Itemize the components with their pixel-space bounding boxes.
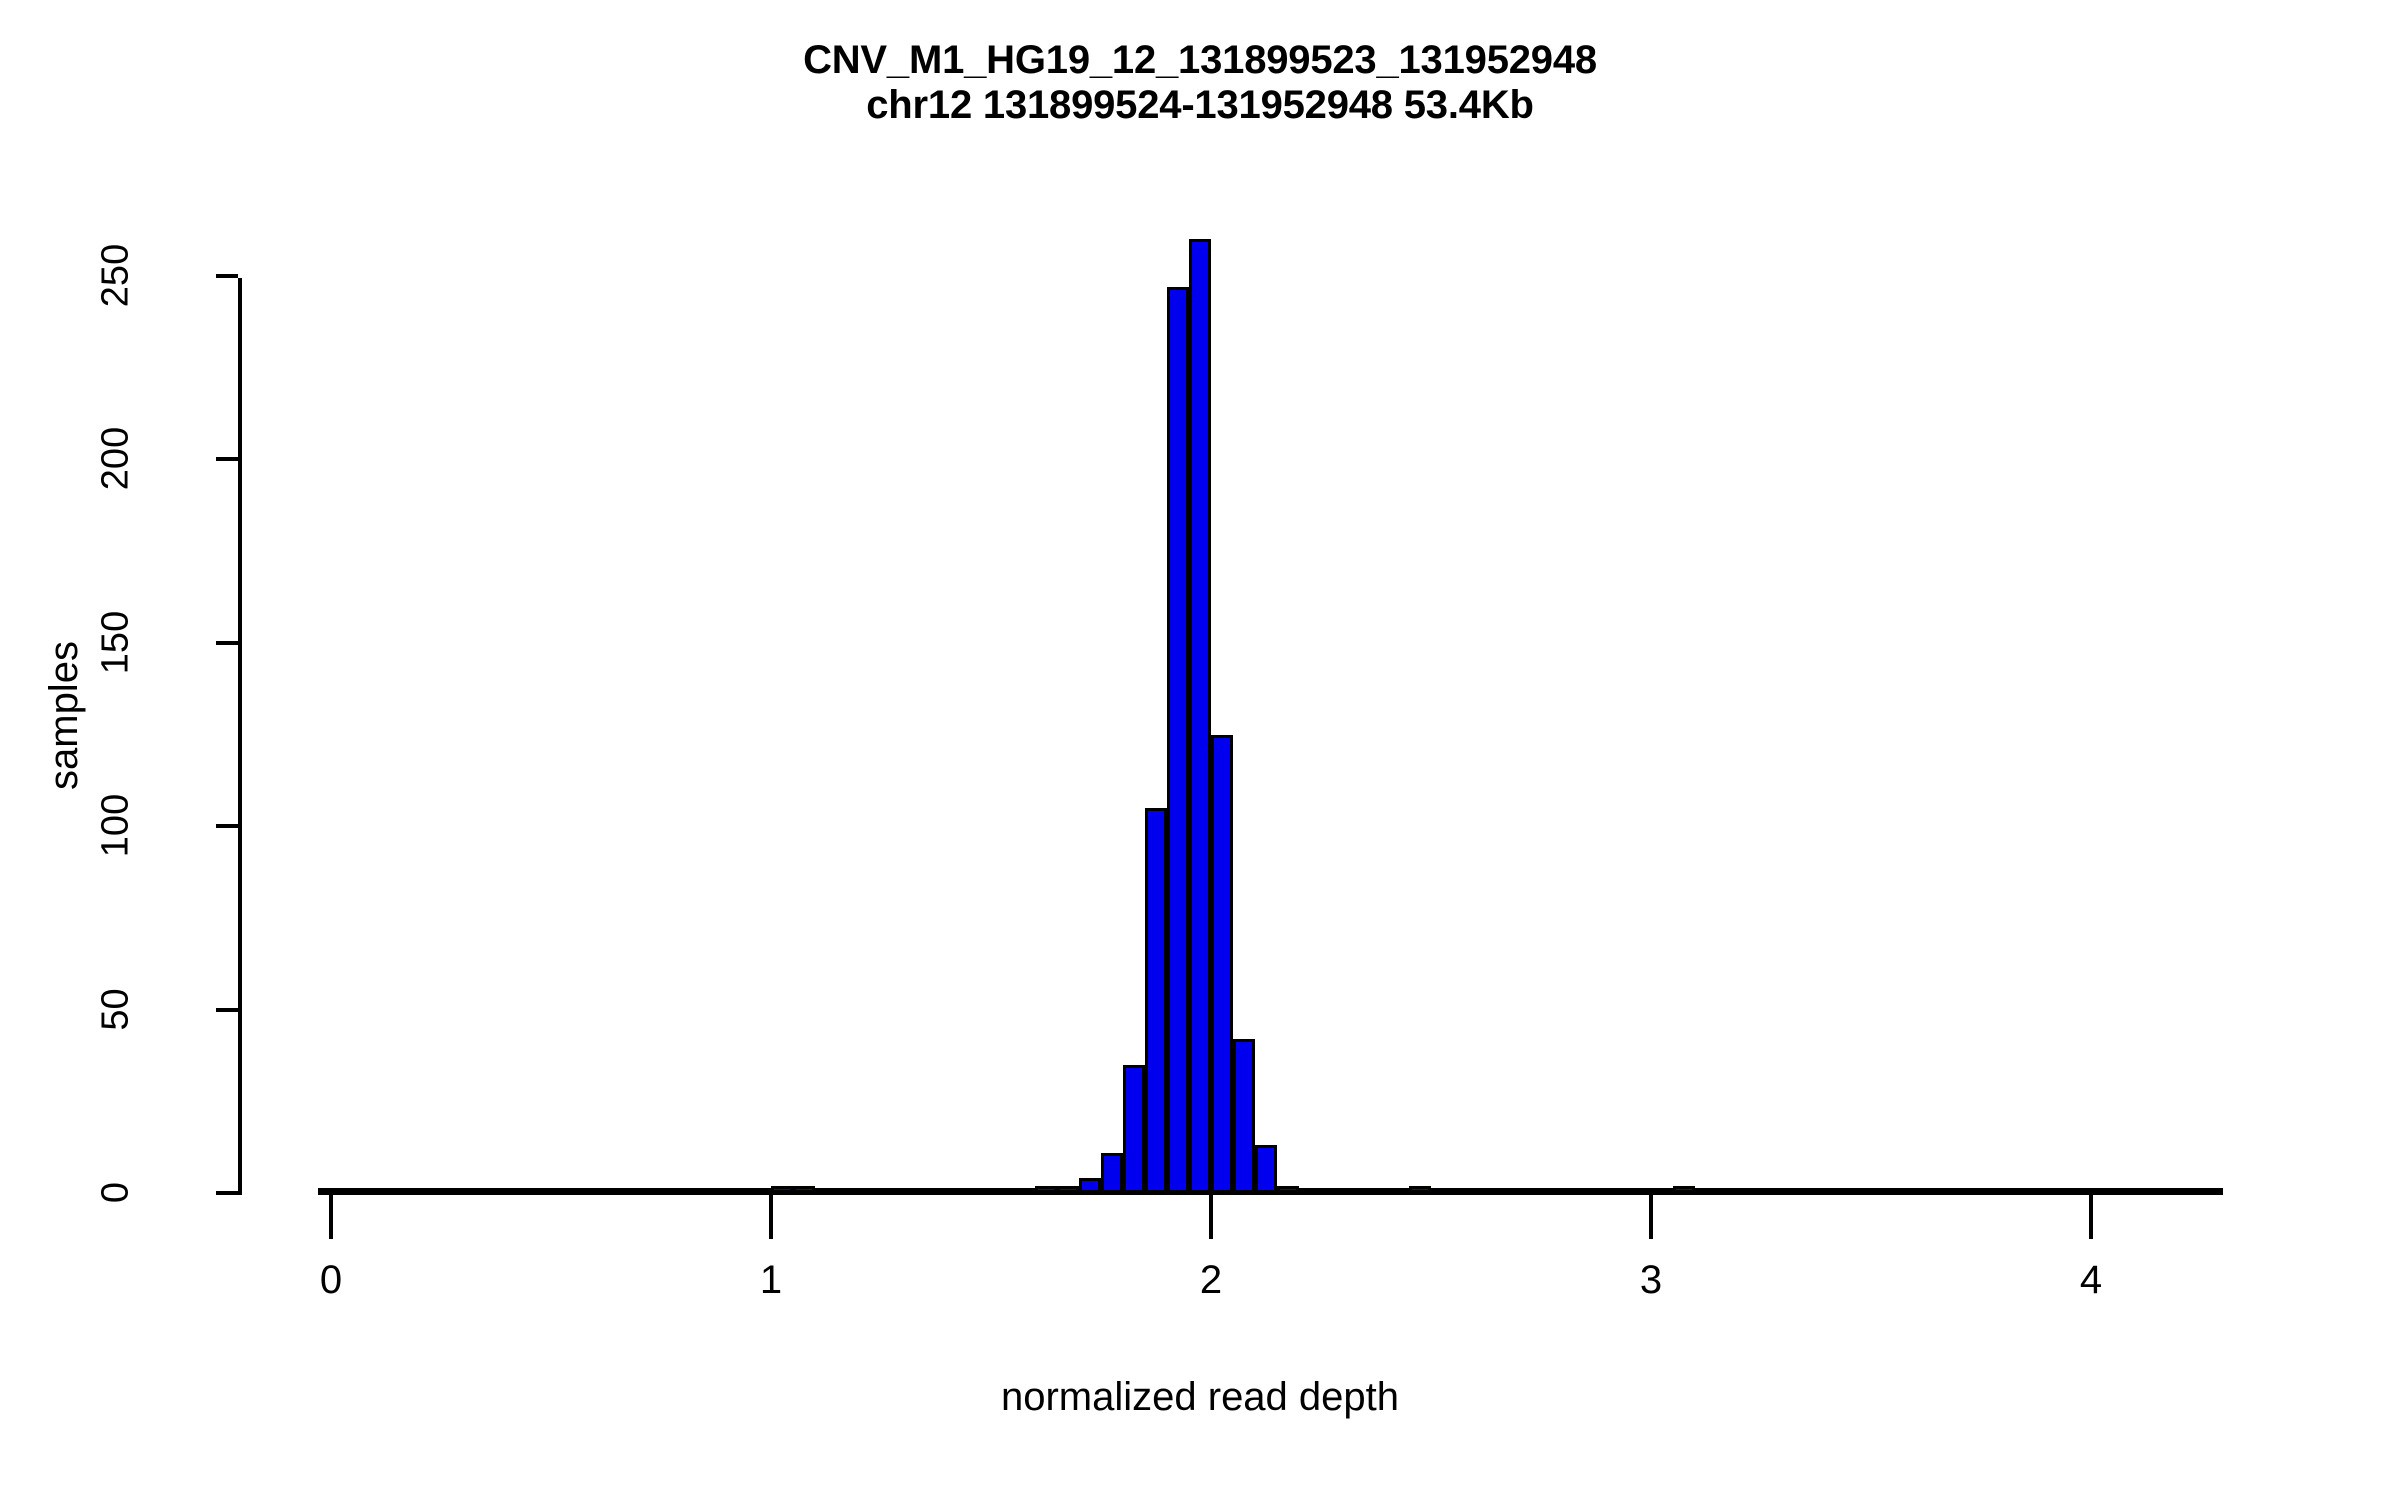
- histogram-bar: [1409, 1186, 1431, 1193]
- histogram-bar: [1101, 1152, 1123, 1193]
- y-axis-tick: [216, 274, 238, 278]
- histogram-bar: [1277, 1185, 1299, 1193]
- histogram-bar: [1057, 1185, 1079, 1193]
- histogram-bar: [1167, 287, 1189, 1193]
- y-axis-tick-label: 200: [94, 427, 137, 491]
- y-axis-tick-label: 100: [94, 793, 137, 858]
- x-axis-tick: [1649, 1195, 1653, 1239]
- histogram-bar: [1123, 1064, 1145, 1193]
- x-axis-tick: [2089, 1195, 2093, 1239]
- histogram-bar: [793, 1186, 815, 1193]
- x-axis-tick: [769, 1195, 773, 1239]
- y-axis-tick-label: 250: [94, 243, 137, 308]
- x-axis-title: normalized read depth: [1000, 1375, 1400, 1419]
- histogram-bar: [1211, 734, 1233, 1193]
- title-line-1: CNV_M1_HG19_12_131899523_131952948: [803, 38, 1597, 82]
- y-axis-tick: [216, 1007, 238, 1012]
- y-axis-tick-label: 150: [94, 610, 137, 674]
- x-axis-tick-label: 1: [759, 1258, 783, 1302]
- x-axis-tick-label: 4: [2079, 1258, 2103, 1302]
- y-axis-tick-label: 50: [94, 987, 137, 1031]
- y-axis-title: samples: [42, 641, 86, 790]
- histogram-bar: [1035, 1186, 1057, 1193]
- x-axis-tick: [1209, 1195, 1213, 1239]
- x-axis-tick-label: 3: [1639, 1258, 1663, 1302]
- chart-title: CNV_M1_HG19_12_131899523_131952948 chr12…: [0, 38, 2400, 128]
- y-axis-tick: [216, 640, 238, 645]
- histogram-bar: [1189, 239, 1211, 1193]
- y-axis-tick: [216, 457, 238, 462]
- x-axis-tick-label: 0: [319, 1258, 343, 1302]
- x-axis-tick: [329, 1195, 333, 1239]
- y-axis-tick: [216, 824, 238, 829]
- y-axis-tick: [216, 1191, 238, 1195]
- y-axis-line: [238, 278, 242, 1195]
- histogram-bar: [1233, 1038, 1255, 1193]
- histogram-bar: [1145, 807, 1167, 1193]
- histogram-bar: [1673, 1186, 1695, 1193]
- histogram-bar: [771, 1186, 793, 1193]
- histogram-bar: [1079, 1178, 1101, 1193]
- x-axis-tick-label: 2: [1199, 1258, 1223, 1302]
- title-line-2: chr12 131899524-131952948 53.4Kb: [866, 82, 1534, 127]
- histogram-bar: [1255, 1145, 1277, 1193]
- y-axis-tick-label: 0: [94, 1181, 137, 1204]
